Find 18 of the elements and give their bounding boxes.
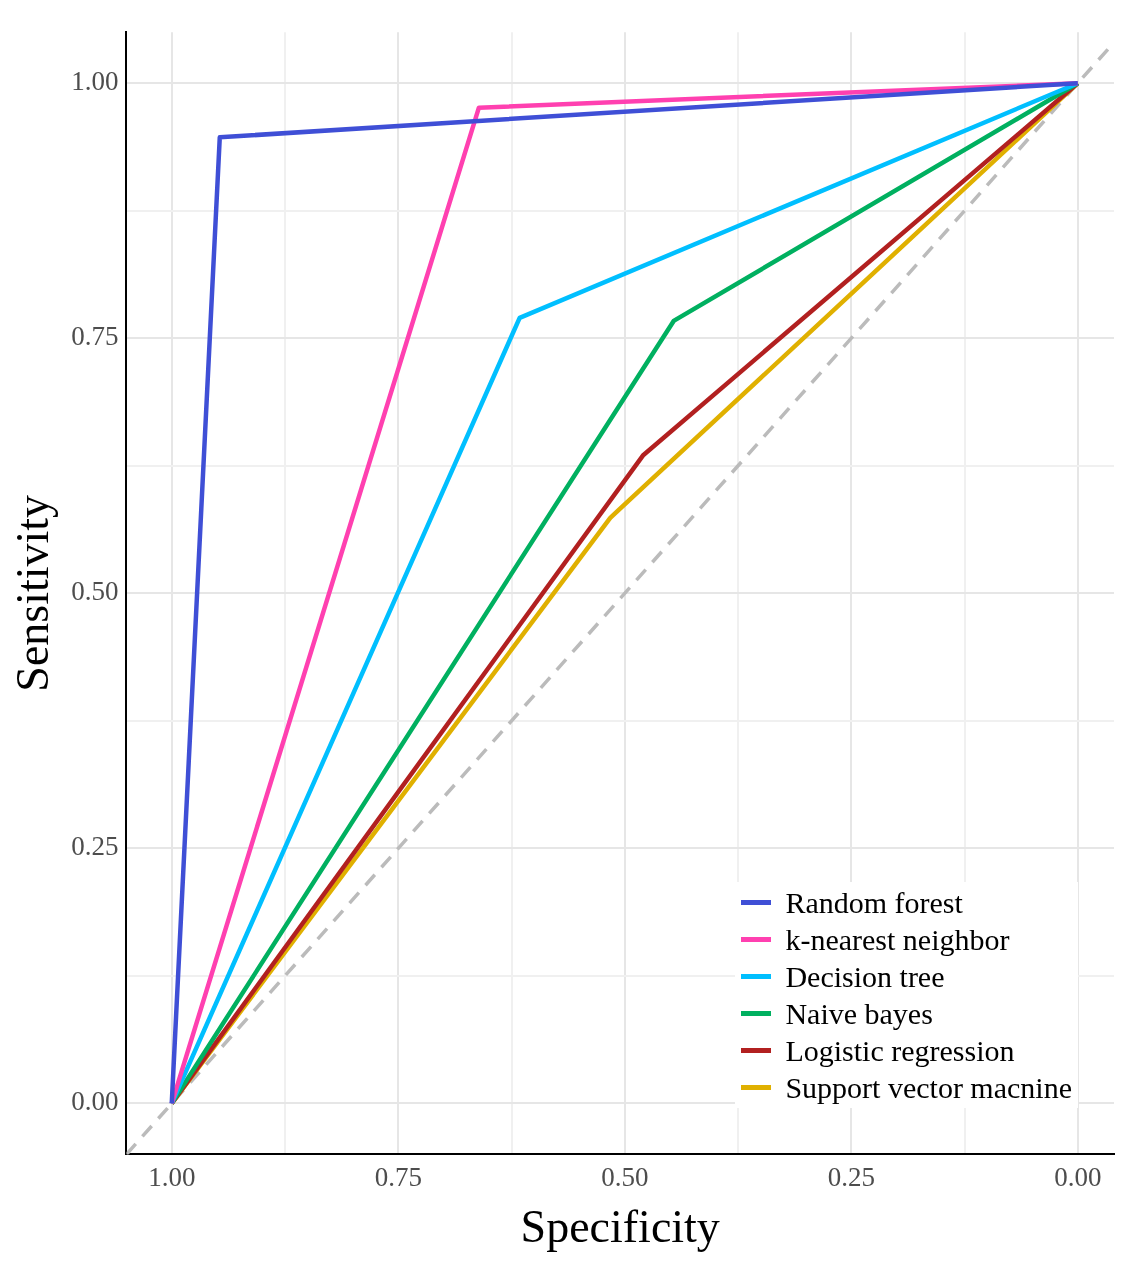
legend-label: Naive bayes (785, 996, 933, 1032)
x-tick-label: 1.00 (148, 1161, 196, 1192)
x-tick-label: 0.75 (374, 1161, 422, 1192)
legend-label: k-nearest neighbor (785, 922, 1010, 958)
y-tick-label: 1.00 (71, 66, 119, 97)
y-tick-label: 0.50 (71, 576, 119, 607)
legend-label: Decision tree (785, 959, 945, 995)
x-tick-label: 0.25 (827, 1161, 875, 1192)
y-axis-title: Sensitivity (6, 494, 58, 692)
legend-label: Support vector macnine (785, 1070, 1072, 1106)
y-tick-label: 0.75 (71, 321, 119, 352)
x-tick-label: 0.50 (601, 1161, 649, 1192)
y-tick-label: 0.00 (71, 1086, 119, 1117)
legend-label: Logistic regression (785, 1033, 1015, 1069)
y-tick-label: 0.25 (71, 831, 119, 862)
x-axis-title: Specificity (520, 1201, 720, 1253)
legend-label: Random forest (785, 885, 963, 921)
x-tick-label: 0.00 (1054, 1161, 1102, 1192)
